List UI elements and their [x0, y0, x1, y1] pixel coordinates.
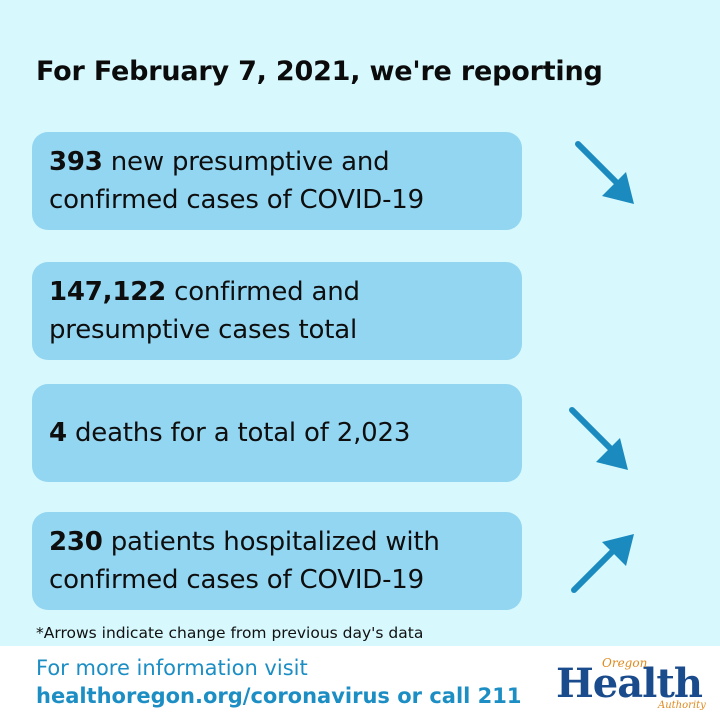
stat-text: 393 new presumptive and confirmed cases … — [49, 143, 469, 219]
footer: For more information visit healthoregon.… — [0, 646, 720, 720]
footer-link[interactable]: healthoregon.org/coronavirus or call 211 — [36, 684, 522, 708]
stat-number: 230 — [49, 527, 103, 557]
stat-number: 4 — [49, 418, 67, 448]
stat-number: 393 — [49, 147, 103, 177]
oregon-health-authority-logo: Health Oregon Authority — [556, 654, 706, 716]
stat-number: 147,122 — [49, 277, 167, 307]
stat-card-hospitalized: 230 patients hospitalized with confirmed… — [32, 512, 522, 610]
stat-card-new-cases: 393 new presumptive and confirmed cases … — [32, 132, 522, 230]
logo-health: Health — [556, 660, 703, 707]
stat-text: 147,122 confirmed and presumptive cases … — [49, 273, 409, 349]
stat-text: 230 patients hospitalized with confirmed… — [49, 523, 479, 599]
page-title: For February 7, 2021, we're reporting — [36, 56, 603, 87]
stat-description: deaths for a total of 2,023 — [66, 418, 411, 448]
arrow-down-right-icon — [569, 407, 628, 470]
stat-description: new presumptive and confirmed cases of C… — [49, 147, 424, 215]
arrow-up-right-icon — [571, 534, 634, 593]
stat-description: confirmed and presumptive cases total — [49, 277, 360, 345]
logo-authority: Authority — [658, 700, 706, 711]
stat-card-total-cases: 147,122 confirmed and presumptive cases … — [32, 262, 522, 360]
footer-line-1: For more information visit — [36, 656, 308, 680]
stat-text: 4 deaths for a total of 2,023 — [49, 414, 410, 452]
stat-description: patients hospitalized with confirmed cas… — [49, 527, 440, 595]
arrow-down-right-icon — [575, 141, 634, 204]
footnote: *Arrows indicate change from previous da… — [36, 624, 424, 642]
stat-card-deaths: 4 deaths for a total of 2,023 — [32, 384, 522, 482]
logo-oregon: Oregon — [602, 656, 648, 670]
